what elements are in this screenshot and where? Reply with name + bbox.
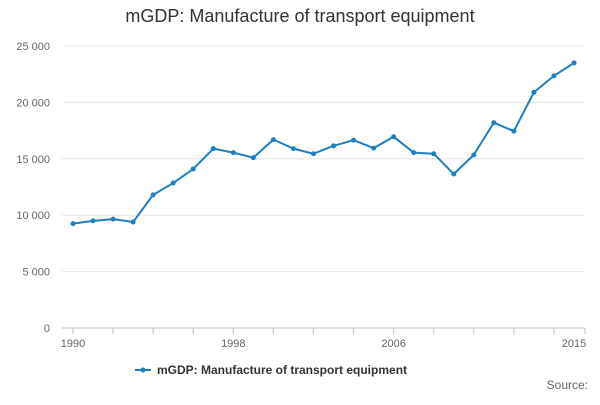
y-tick-label: 20 000 bbox=[16, 97, 50, 109]
data-point[interactable] bbox=[451, 171, 457, 177]
data-point[interactable] bbox=[250, 155, 256, 161]
x-tick-label: 2006 bbox=[381, 338, 405, 350]
grid-lines bbox=[62, 45, 585, 273]
data-point[interactable] bbox=[391, 134, 397, 140]
x-tick-label: 1990 bbox=[61, 338, 85, 350]
y-tick-label: 25 000 bbox=[16, 41, 50, 53]
data-point[interactable] bbox=[210, 146, 216, 152]
data-point[interactable] bbox=[551, 73, 557, 79]
data-point[interactable] bbox=[190, 166, 196, 172]
data-point[interactable] bbox=[170, 180, 176, 186]
data-point[interactable] bbox=[150, 192, 156, 198]
data-point[interactable] bbox=[270, 137, 276, 143]
data-point[interactable] bbox=[351, 137, 357, 143]
data-point[interactable] bbox=[290, 146, 296, 152]
legend[interactable]: mGDP: Manufacture of transport equipment bbox=[135, 363, 407, 377]
data-point[interactable] bbox=[571, 60, 577, 66]
x-tick-label: 2015 bbox=[562, 338, 586, 350]
data-point[interactable] bbox=[471, 152, 477, 158]
data-point[interactable] bbox=[491, 120, 497, 126]
source-label: Source: bbox=[546, 378, 588, 392]
x-tick-label: 1998 bbox=[221, 338, 245, 350]
data-point[interactable] bbox=[110, 216, 116, 222]
y-tick-label: 15 000 bbox=[16, 154, 50, 166]
data-point[interactable] bbox=[130, 219, 136, 225]
data-point[interactable] bbox=[70, 221, 76, 227]
data-point[interactable] bbox=[90, 218, 96, 224]
y-tick-label: 5 000 bbox=[22, 267, 50, 279]
chart-title: mGDP: Manufacture of transport equipment bbox=[125, 6, 475, 26]
legend-label[interactable]: mGDP: Manufacture of transport equipment bbox=[157, 363, 407, 377]
data-point[interactable] bbox=[511, 128, 517, 134]
data-point[interactable] bbox=[331, 143, 337, 149]
data-point[interactable] bbox=[531, 89, 537, 95]
y-tick-label: 0 bbox=[44, 323, 50, 335]
axes: 0 5 000 10 000 15 000 20 000 25 000 1990 1998 20… bbox=[16, 41, 586, 350]
y-tick-label: 10 000 bbox=[16, 210, 50, 222]
data-point[interactable] bbox=[310, 151, 316, 157]
series-line bbox=[72, 62, 575, 225]
legend-marker-symbol bbox=[140, 367, 146, 373]
data-point[interactable] bbox=[230, 150, 236, 156]
series-layer bbox=[70, 60, 577, 227]
data-point[interactable] bbox=[371, 145, 377, 151]
data-point[interactable] bbox=[431, 151, 437, 157]
data-point[interactable] bbox=[411, 150, 417, 156]
